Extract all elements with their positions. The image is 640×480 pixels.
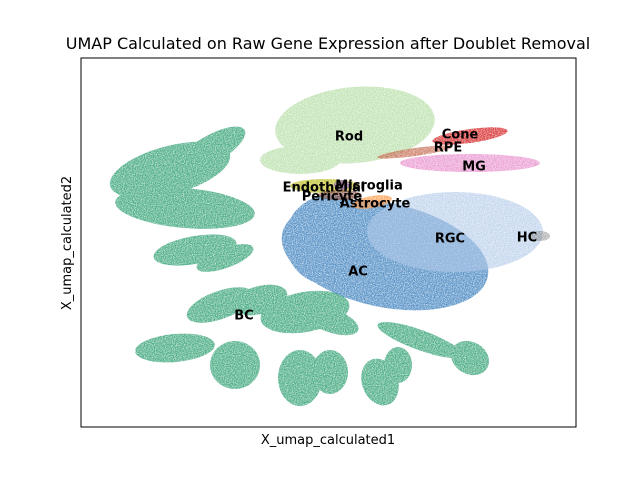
cluster-rpe-blob [377, 145, 453, 159]
cluster-bc-blob [186, 287, 254, 323]
plot-frame [80, 57, 577, 428]
cluster-bc-blob [312, 350, 348, 394]
cluster-mg [400, 154, 540, 172]
cluster-label-endothelial: Endothelial [283, 181, 366, 196]
cluster-hc-blob [530, 231, 550, 241]
cluster-label-hc: HC [517, 231, 537, 246]
cluster-rgc [367, 192, 543, 272]
y-axis-label: X_umap_calculated2 [60, 176, 75, 310]
cluster-astrocyte [352, 195, 392, 209]
cluster-hc [530, 231, 550, 241]
cluster-bc-blob [115, 187, 255, 229]
cluster-bc-blob [196, 244, 254, 272]
cluster-bc-blob [450, 340, 490, 376]
cluster-label-mg: MG [462, 160, 486, 175]
cluster-bc-blob [278, 350, 322, 406]
cluster-bc-blob [301, 304, 359, 336]
chart-title: UMAP Calculated on Raw Gene Expression a… [66, 34, 591, 53]
cluster-label-pericyte: Pericyte [302, 190, 363, 205]
cluster-rod-blob [260, 146, 340, 174]
cluster-regions [109, 86, 550, 406]
cluster-label-astrocyte: Astrocyte [340, 197, 411, 212]
cluster-microglia [334, 180, 350, 190]
cluster-bc-blob [384, 347, 412, 383]
cluster-ac-blob [285, 195, 375, 285]
cluster-rod-blob [275, 86, 435, 164]
cluster-label-bc: BC [234, 309, 253, 324]
cluster-bc [109, 126, 490, 406]
cluster-rpe [377, 145, 453, 159]
cluster-bc-blob [174, 126, 246, 174]
cluster-microglia-blob [334, 180, 350, 190]
cluster-bc-blob [210, 341, 260, 389]
cluster-cone-blob [432, 127, 508, 145]
cluster-label-rgc: RGC [435, 232, 465, 247]
cluster-label-cone: Cone [442, 128, 479, 143]
cluster-astrocyte-blob [352, 195, 392, 209]
cluster-label-ac: AC [348, 265, 368, 280]
cluster-pericyte-blob [318, 190, 362, 200]
cluster-rgc-blob [367, 192, 543, 272]
x-axis-label: X_umap_calculated1 [261, 433, 395, 448]
cluster-rod [260, 86, 435, 174]
cluster-label-rpe: RPE [434, 141, 462, 156]
cluster-pericyte [318, 190, 362, 200]
cluster-bc-blob [135, 333, 215, 363]
cluster-label-rod: Rod [335, 130, 363, 145]
cluster-label-microglia: Microglia [335, 179, 402, 194]
cluster-cone [432, 127, 508, 145]
cluster-bc-blob [377, 321, 463, 359]
cluster-mg-blob [400, 154, 540, 172]
